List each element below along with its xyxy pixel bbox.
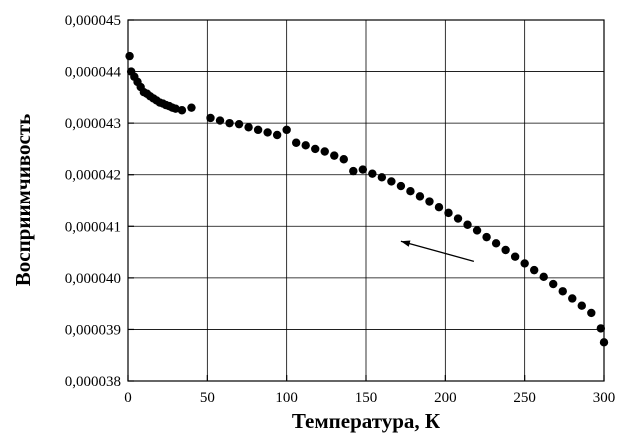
x-axis-title: Температура, К <box>292 409 441 433</box>
y-tick-label: 0,000042 <box>65 168 121 184</box>
data-point <box>444 208 453 218</box>
data-point <box>549 279 558 289</box>
data-point <box>387 177 396 186</box>
x-tick-label: 200 <box>434 390 457 406</box>
data-points <box>125 51 609 347</box>
data-point <box>491 239 501 248</box>
trend-arrow <box>400 240 475 262</box>
data-point <box>234 119 244 129</box>
data-point <box>206 113 215 123</box>
data-point <box>339 155 348 164</box>
y-axis-title: Восприимчивость <box>11 114 35 287</box>
x-tick-label: 300 <box>593 390 616 406</box>
data-point <box>396 181 406 191</box>
data-point <box>282 125 291 135</box>
data-point <box>599 338 609 347</box>
data-point <box>272 130 282 140</box>
data-point <box>253 125 263 135</box>
data-point <box>187 103 196 112</box>
data-point <box>320 147 329 156</box>
y-tick-label: 0,000041 <box>65 219 121 235</box>
data-point <box>263 128 272 137</box>
data-point <box>425 197 434 206</box>
data-point <box>244 123 253 132</box>
data-point <box>539 272 548 282</box>
data-point <box>482 232 491 242</box>
x-tick-label: 0 <box>124 390 132 406</box>
data-point <box>215 116 225 125</box>
data-point <box>577 301 586 310</box>
data-point <box>377 173 387 182</box>
x-tick-label: 150 <box>355 390 378 406</box>
data-point <box>330 151 339 160</box>
data-point <box>349 166 358 176</box>
data-point <box>568 294 577 303</box>
x-tick-label: 250 <box>513 390 536 406</box>
arrow-shaft <box>400 240 475 262</box>
data-point <box>415 192 425 201</box>
data-point <box>225 118 234 128</box>
data-point <box>529 265 539 275</box>
data-point <box>311 144 320 154</box>
x-tick-label: 100 <box>275 390 298 406</box>
y-tick-label: 0,000044 <box>65 65 122 81</box>
data-point <box>291 138 301 147</box>
data-point <box>125 51 134 61</box>
y-tick-label: 0,000040 <box>65 271 121 287</box>
data-point <box>358 165 368 174</box>
data-point <box>558 287 567 296</box>
y-tick-labels: 0,000038 0,000039 0,000040 0,000041 0,000042… <box>65 13 122 390</box>
data-point <box>453 214 463 223</box>
grid <box>128 20 604 381</box>
x-tick-labels: 0 50 100 150 200 250 300 <box>124 390 615 406</box>
data-point <box>596 324 606 333</box>
data-point <box>501 245 510 255</box>
data-point <box>301 141 310 150</box>
data-point <box>406 187 415 196</box>
data-point <box>368 169 377 178</box>
y-tick-label: 0,000039 <box>65 322 121 338</box>
data-point <box>587 308 596 318</box>
arrow-head <box>400 240 411 247</box>
data-point <box>510 252 520 261</box>
data-point <box>177 106 187 115</box>
x-tick-label: 50 <box>200 390 215 406</box>
y-tick-label: 0,000043 <box>65 116 121 132</box>
data-point <box>520 259 529 268</box>
data-point <box>171 104 180 113</box>
data-point <box>463 220 472 229</box>
data-point <box>472 226 482 235</box>
y-tick-label: 0,000038 <box>65 374 121 390</box>
y-tick-label: 0,000045 <box>65 13 121 29</box>
data-point <box>434 203 444 212</box>
